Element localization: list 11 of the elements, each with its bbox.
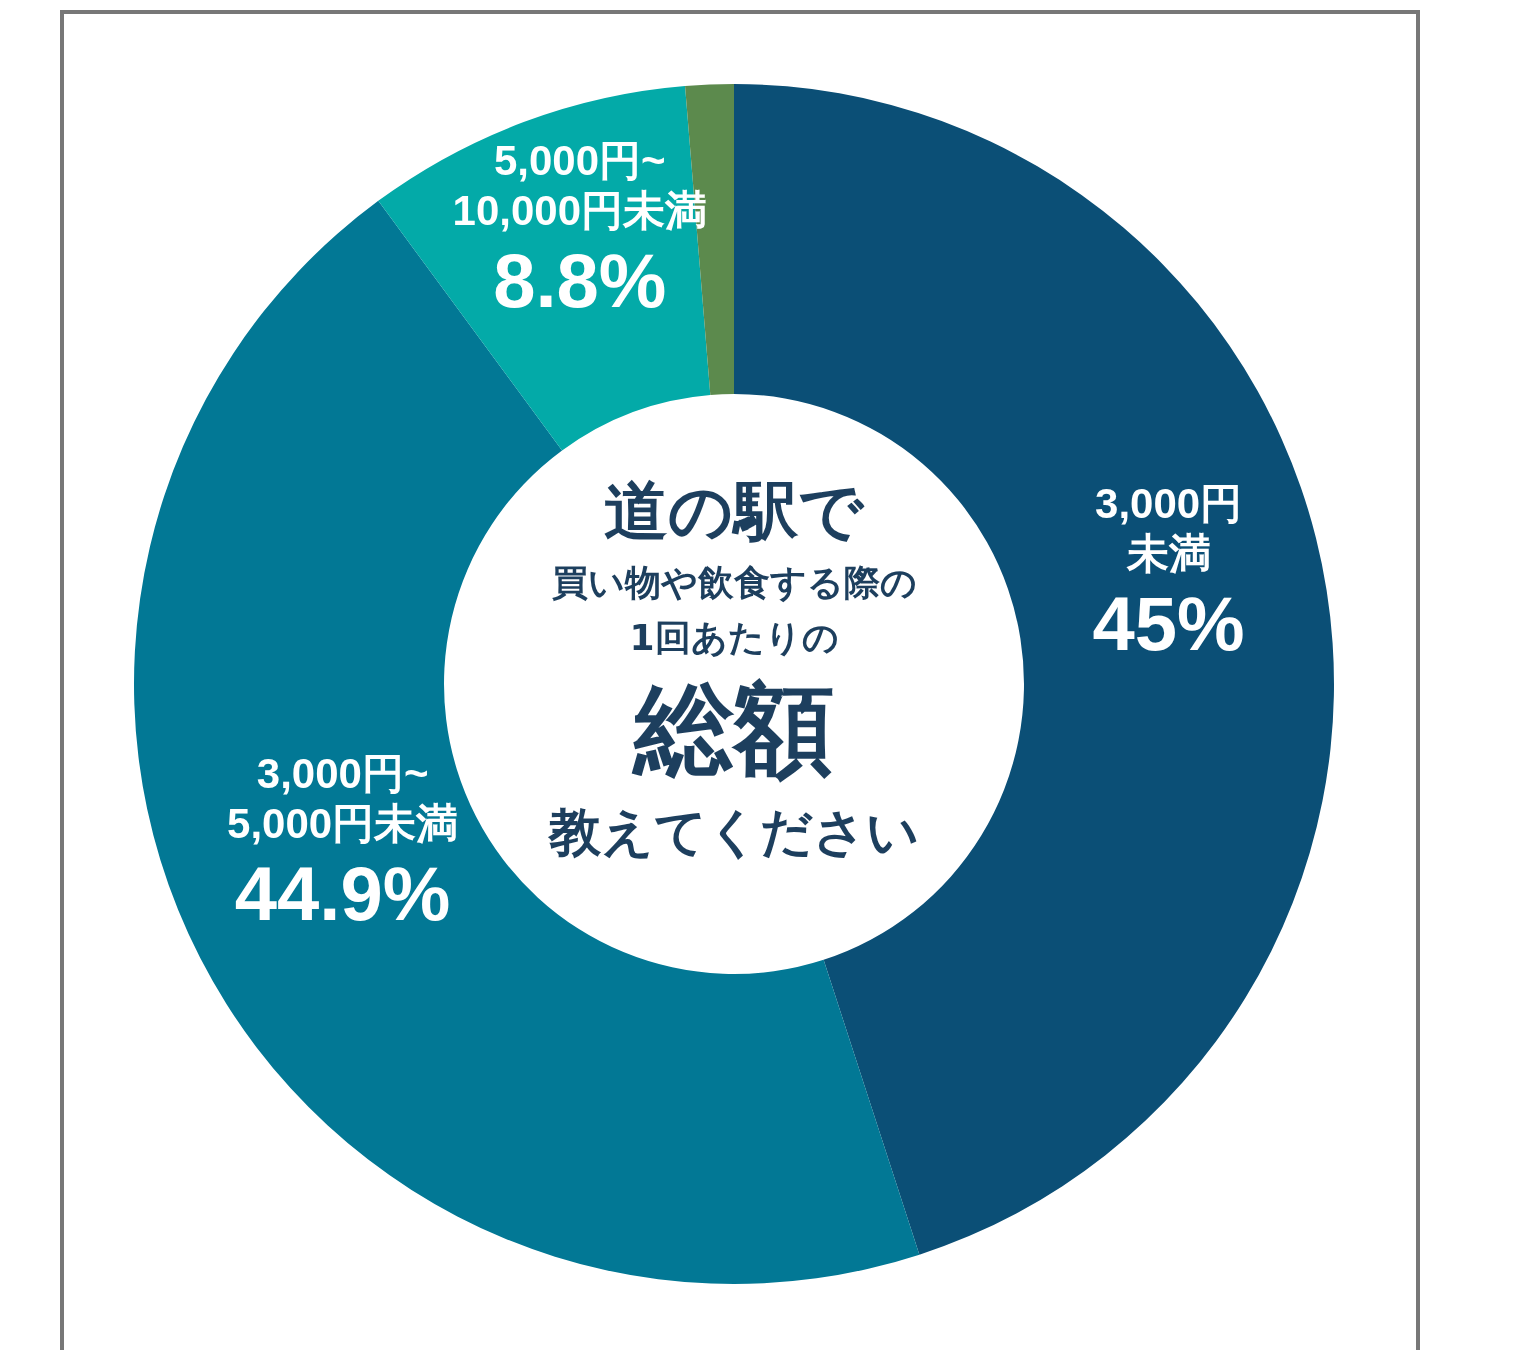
data-label: 45% [1092,581,1245,667]
text: 道の駅で [604,474,865,548]
text: 総額 [631,671,834,788]
data-label: 44.9% [234,850,451,936]
slice-label: 3,000円~5,000円未満 [227,749,459,847]
text: 教えてください [547,802,919,862]
slice-label: 3,000円未満 [1095,480,1243,578]
text: 1回あたりの [629,617,839,658]
text: 買い物や飲食する際の [551,562,917,603]
data-label: 8.8% [493,237,667,323]
slice-label: 5,000円~10,000円未満 [452,136,707,234]
